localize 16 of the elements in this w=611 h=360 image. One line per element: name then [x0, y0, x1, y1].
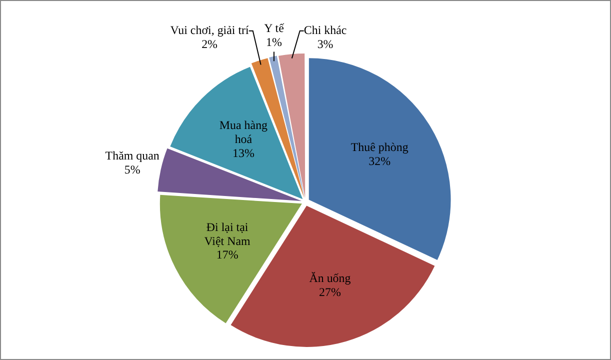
slice-label: Y tế [264, 20, 285, 35]
slice-label: Ăn uống [309, 271, 351, 286]
data-label: 27% [319, 285, 341, 300]
data-label: 3% [317, 36, 334, 51]
data-label: 13% [232, 146, 254, 160]
slice-label: Chi khác [304, 22, 347, 37]
data-label: 17% [216, 248, 238, 262]
data-label: 5% [124, 162, 140, 176]
slice-label: Thuê phòng [350, 140, 408, 154]
data-label: 1% [266, 34, 282, 49]
slice-label: Mua hàng hoá [219, 118, 268, 146]
data-label: 2% [202, 36, 218, 51]
slice-label: Thăm quan [105, 148, 160, 162]
slice-label: Vui chơi, giải trí [170, 22, 250, 37]
slice-label: Đi lại tại Việt Nam [204, 220, 252, 248]
data-label: 32% [368, 154, 391, 168]
